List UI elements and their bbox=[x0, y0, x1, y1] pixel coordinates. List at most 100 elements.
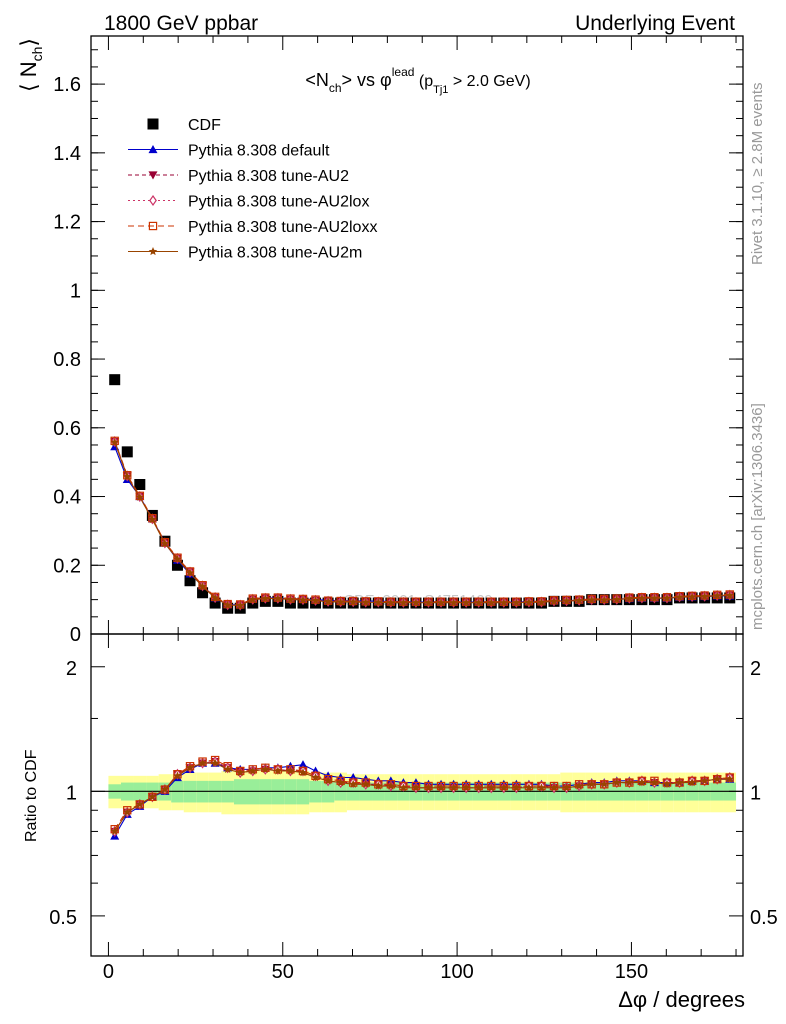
series-5-ratio-point bbox=[374, 781, 383, 790]
series-5-point bbox=[625, 594, 634, 603]
series-5-ratio-point bbox=[650, 778, 659, 787]
legend-item-4-label: Pythia 8.308 tune-AU2loxx bbox=[188, 219, 377, 236]
series-5-ratio-point bbox=[712, 774, 722, 783]
mcplots-label: mcplots.cern.ch [arXiv:1306.3436] bbox=[749, 403, 766, 630]
series-5-ratio-point bbox=[148, 792, 157, 801]
series-5-ratio-point bbox=[235, 768, 245, 777]
series-5-point bbox=[499, 598, 509, 607]
series-5-ratio-point bbox=[499, 783, 509, 792]
series-5-ratio-point bbox=[524, 783, 534, 792]
series-5-point bbox=[399, 598, 408, 607]
series-5-ratio-point bbox=[185, 763, 195, 772]
series-4-line bbox=[114, 440, 730, 605]
main-y-tick-label: 0.8 bbox=[53, 349, 81, 371]
series-5-ratio-point bbox=[248, 766, 258, 775]
series-5-ratio-point bbox=[399, 783, 408, 792]
series-5-point bbox=[198, 582, 207, 591]
series-5-point bbox=[637, 593, 647, 602]
series-5-ratio-point bbox=[687, 778, 697, 787]
x-tick-label: 50 bbox=[272, 961, 294, 983]
header-left: 1800 GeV ppbar bbox=[104, 12, 258, 35]
main-panel: 0 0.2 0.4 0.6 0.8 1 1.2 1.4 1.6 bbox=[53, 35, 744, 956]
series-5-point bbox=[135, 492, 145, 501]
series-5-ratio-point bbox=[486, 783, 496, 792]
series-5-ratio-point bbox=[386, 781, 396, 790]
ratio-frame bbox=[90, 633, 744, 957]
series-5-ratio-point bbox=[549, 783, 559, 792]
ratio-y-label: Ratio to CDF bbox=[23, 749, 40, 842]
series-5-ratio-point bbox=[449, 783, 458, 792]
series-5-point bbox=[348, 597, 358, 606]
series-0-point bbox=[134, 479, 146, 490]
series-5-point bbox=[160, 539, 170, 548]
main-y-tick-label: 0 bbox=[70, 624, 81, 646]
series-2-line bbox=[114, 441, 730, 606]
series-5-point bbox=[298, 595, 308, 604]
x-axis-label: Δφ / degrees bbox=[618, 987, 745, 1012]
series-5-ratio-point bbox=[198, 758, 207, 767]
series-5-point bbox=[461, 598, 471, 607]
series-5-ratio-point bbox=[637, 778, 647, 787]
series-1-ratio-point bbox=[298, 760, 308, 769]
legend-item-1-marker bbox=[148, 145, 158, 154]
main-y-tick-label: 1.6 bbox=[53, 74, 81, 96]
series-5-ratio-point bbox=[461, 783, 471, 792]
x-tick-label: 150 bbox=[615, 961, 648, 983]
legend-item-3-label: Pythia 8.308 tune-AU2lox bbox=[188, 194, 369, 211]
legend-item-2-marker bbox=[148, 171, 158, 180]
series-1-line bbox=[114, 446, 730, 606]
main-y-tick-label: 1 bbox=[70, 280, 81, 302]
series-5-ratio-point bbox=[599, 779, 609, 788]
series-3-line bbox=[114, 441, 730, 606]
series-5-ratio-point bbox=[625, 778, 634, 787]
series-5-point bbox=[148, 515, 157, 524]
series-5-ratio-point bbox=[725, 774, 735, 783]
ratio-y-tick-label-right: 1 bbox=[750, 782, 761, 804]
legend-item-4-marker bbox=[148, 221, 158, 231]
series-5-ratio-point bbox=[160, 785, 170, 794]
series-5-point bbox=[286, 595, 295, 604]
series-5-point bbox=[599, 595, 609, 604]
series-5-point bbox=[361, 597, 371, 607]
main-y-tick-label: 1.2 bbox=[53, 212, 81, 234]
series-0-point bbox=[184, 575, 196, 587]
series-5-ratio-point bbox=[336, 778, 345, 787]
legend-item-3-marker bbox=[149, 194, 157, 207]
ratio-y-tick-label-right: 2 bbox=[750, 658, 761, 680]
series-5-point bbox=[210, 593, 220, 602]
ratio-y-tick-label-right: 0.5 bbox=[750, 907, 778, 929]
series-5-ratio-point bbox=[173, 771, 182, 780]
series-0-point bbox=[197, 587, 209, 599]
series-5-ratio-point bbox=[210, 758, 220, 767]
series-5-ratio-point bbox=[574, 781, 584, 790]
series-5-point bbox=[386, 598, 396, 607]
series-5-point bbox=[311, 596, 320, 605]
series-5-ratio-point bbox=[361, 779, 371, 788]
series-5-point bbox=[537, 597, 546, 607]
series-5-ratio-point bbox=[122, 807, 132, 816]
chart-title: <Nch> vs φlead (pTj1 > 2.0 GeV) bbox=[305, 65, 530, 96]
series-5-point bbox=[235, 600, 245, 610]
series-5-point bbox=[562, 596, 571, 605]
series-5-point bbox=[650, 593, 659, 602]
ratio-y-tick-label-left: 1 bbox=[66, 782, 77, 804]
legend-item-5-label: Pythia 8.308 tune-AU2m bbox=[188, 245, 362, 262]
series-0-point bbox=[109, 374, 121, 386]
series-5-point bbox=[436, 598, 446, 607]
series-5-ratio-point bbox=[273, 766, 283, 775]
main-y-tick-label: 0.4 bbox=[53, 487, 81, 509]
series-4-ratio-point bbox=[198, 757, 207, 766]
series-5-point bbox=[524, 597, 534, 607]
main-y-tick-label: 1.4 bbox=[53, 143, 81, 165]
series-5-ratio-point bbox=[135, 799, 145, 809]
series-5-point bbox=[587, 595, 596, 604]
series-5-point bbox=[411, 598, 421, 607]
series-5-point bbox=[323, 597, 333, 606]
main-y-tick-label: 0.2 bbox=[53, 555, 81, 577]
x-tick-label: 100 bbox=[440, 961, 473, 983]
series-5-ratio-point bbox=[424, 783, 433, 792]
header-right: Underlying Event bbox=[575, 12, 735, 35]
legend-item-0-marker bbox=[147, 118, 159, 130]
series-5-ratio-point bbox=[110, 826, 119, 836]
